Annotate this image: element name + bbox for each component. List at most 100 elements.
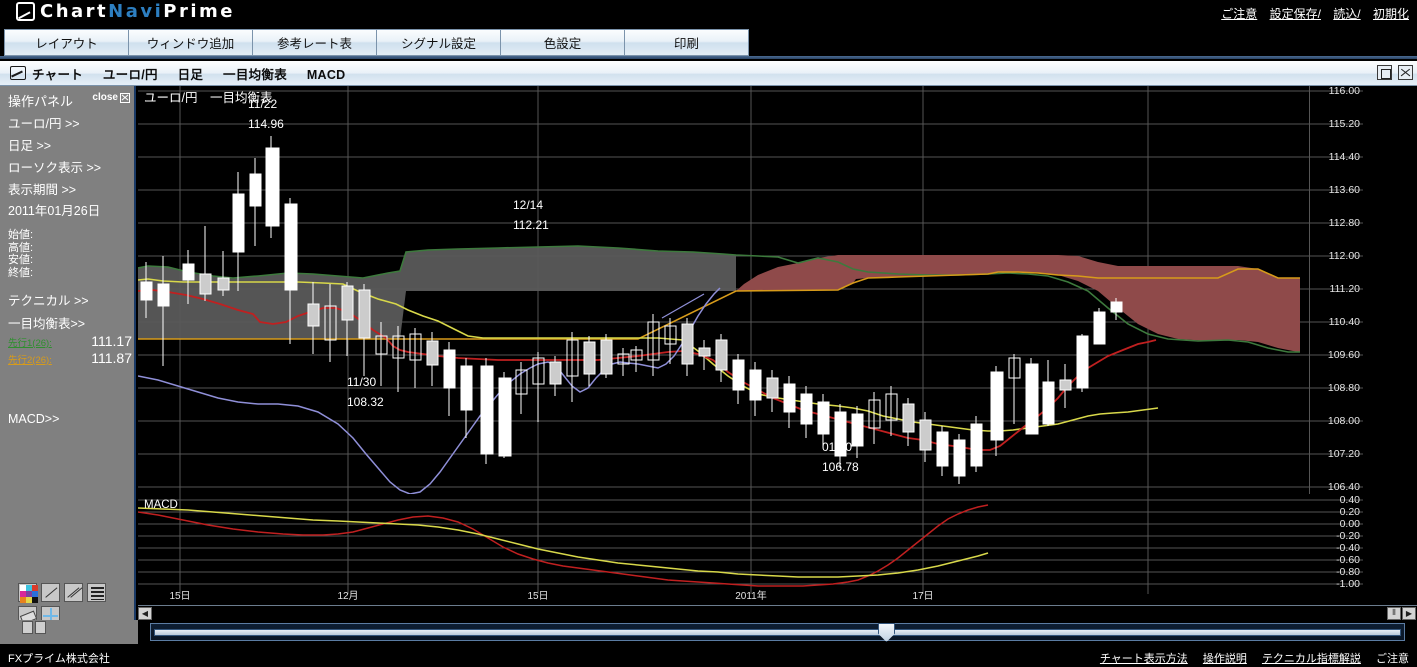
control-panel: 操作パネル ユーロ/円 >> 日足 >> ローソク表示 >> 表示期間 >> 2… [0, 86, 136, 625]
menu-button-group: レイアウト ウィンドウ追加 参考レート表 シグナル設定 色設定 印刷 [4, 29, 749, 56]
macd-tick-0: 0.40 [1339, 494, 1360, 506]
price-y-axis: 116.00 115.20 114.40 113.60 112.80 112.0… [1309, 85, 1363, 583]
x-tick-3: 2011年 [735, 591, 767, 602]
macd-chart-svg: MACD [138, 494, 1363, 604]
menu-button-layout[interactable]: レイアウト [4, 29, 128, 56]
parallel-line-tool-icon[interactable] [64, 583, 83, 602]
macd-line [138, 504, 989, 587]
y-tick-11: 107.20 [1327, 448, 1360, 460]
menu-button-color-settings[interactable]: 色設定 [500, 29, 624, 56]
brand-part-1: Chart [40, 1, 109, 22]
line-tool-icon[interactable] [41, 583, 60, 602]
scroll-resize-handle-icon[interactable]: ⦀ [1387, 606, 1401, 620]
macd-tick-4: -0.40 [1336, 542, 1360, 554]
footer-link-operation[interactable]: 操作説明 [1202, 653, 1247, 665]
bottom-scroll-strip [0, 620, 1417, 646]
top-link-load[interactable]: 読込/ [1333, 7, 1361, 21]
y-tick-4: 112.80 [1328, 217, 1360, 229]
mini-tool-2-icon[interactable] [35, 621, 46, 634]
x-tick-1: 12月 [337, 591, 359, 602]
menu-button-add-window[interactable]: ウィンドウ追加 [128, 29, 252, 56]
brand-part-3: Prime [163, 1, 235, 22]
y-tick-7: 110.40 [1328, 316, 1360, 328]
annotation-1-price: 114.96 [248, 117, 284, 131]
annotation-2-price: 112.21 [513, 218, 549, 232]
app-title: ChartNaviPrime [40, 1, 235, 22]
footer-link-caution[interactable]: ご注意 [1376, 653, 1409, 665]
x-tick-2: 15日 [527, 591, 549, 602]
title-ichimoku: 一目均衡表 [223, 67, 288, 82]
x-tick-4: 17日 [912, 591, 934, 602]
cloud-bullish [138, 246, 736, 339]
scroll-left-arrow-icon[interactable]: ◀ [138, 606, 152, 620]
macd-signal-line [138, 507, 989, 578]
top-link-reset[interactable]: 初期化 [1372, 7, 1409, 21]
ohlc-high: 高値: [8, 241, 34, 254]
chart-logo-icon [16, 2, 35, 21]
macd-y-axis: 0.40 0.20 0.00 -0.20 -0.40 -0.60 -0.80 -… [1309, 494, 1363, 604]
footer-link-chart-guide[interactable]: チャート表示方法 [1099, 653, 1188, 665]
title-chart: チャート [32, 67, 84, 82]
mini-tool-group [22, 621, 46, 634]
annotation-4-price: 106.78 [822, 460, 859, 474]
candlestick-series [140, 136, 1123, 484]
macd-tick-2: 0.00 [1339, 518, 1360, 530]
panel-close-button[interactable]: close [92, 92, 130, 103]
menu-button-rate-table[interactable]: 参考レート表 [252, 29, 376, 56]
senkou2-value: 111.87 [91, 350, 132, 366]
annotation-1-date: 11/22 [248, 97, 277, 111]
y-tick-12: 106.40 [1327, 481, 1360, 493]
panel-link-technical[interactable]: テクニカル >> [8, 294, 89, 308]
title-pair: ユーロ/円 [102, 67, 158, 82]
scroll-track[interactable] [152, 606, 1387, 620]
chart-window-titlebar: チャート ユーロ/円 日足 一目均衡表 MACD [0, 61, 1417, 86]
macd-tick-1: 0.20 [1339, 506, 1360, 518]
chart-horizontal-scrollbar[interactable]: ◀ ⦀ ▶ [138, 605, 1417, 620]
macd-tick-7: -1.00 [1336, 578, 1360, 590]
text-tool-icon[interactable] [87, 583, 106, 602]
menu-button-print[interactable]: 印刷 [624, 29, 749, 56]
ohlc-low: 安値: [8, 254, 34, 266]
close-icon[interactable] [1398, 65, 1413, 80]
maximize-icon[interactable] [1377, 65, 1392, 80]
y-tick-1: 115.20 [1328, 118, 1360, 130]
top-link-caution[interactable]: ご注意 [1221, 7, 1258, 21]
annotation-2-date: 12/14 [513, 198, 543, 212]
annotation-4-date: 01/10 [822, 440, 852, 454]
ohlc-close: 終値: [8, 266, 34, 279]
y-tick-2: 114.40 [1328, 151, 1360, 163]
macd-tick-5: -0.60 [1336, 554, 1360, 566]
menu-bar: レイアウト ウィンドウ追加 参考レート表 シグナル設定 色設定 印刷 [接続正常… [0, 29, 1417, 84]
annotation-leader-line [661, 293, 705, 319]
panel-link-period[interactable]: 表示期間 >> [8, 183, 77, 197]
menu-button-signal-settings[interactable]: シグナル設定 [376, 29, 500, 56]
y-tick-5: 112.00 [1328, 250, 1360, 262]
y-tick-6: 111.20 [1329, 283, 1360, 295]
chart-header-label: ユーロ/円 一目均衡表 [144, 91, 273, 105]
panel-link-timeframe[interactable]: 日足 >> [8, 139, 52, 153]
timeline-track[interactable] [154, 629, 1401, 636]
indicator-row-senkou1: 先行1(26): 111.17 [8, 333, 136, 349]
macd-plot[interactable]: MACD 0.40 0.20 0.00 -0.20 -0.40 -0.60 -0… [138, 494, 1363, 604]
timeline-scrollbar[interactable] [150, 623, 1405, 642]
cloud-bearish [736, 255, 1300, 352]
scroll-right-arrow-icon[interactable]: ▶ [1402, 606, 1416, 620]
timeline-thumb[interactable] [878, 623, 895, 642]
panel-link-pair[interactable]: ユーロ/円 >> [8, 117, 80, 131]
footer-company: FXプライム株式会社 [8, 653, 110, 665]
panel-link-ichimoku[interactable]: 一目均衡表>> [8, 317, 86, 331]
senkou-a-line [138, 245, 1300, 353]
panel-title: 操作パネル [8, 94, 74, 109]
chart-annotations: 11/22 114.96 12/14 112.21 11/30 108.32 0… [248, 97, 859, 474]
panel-link-candle-display[interactable]: ローソク表示 >> [8, 161, 102, 175]
senkou2-label: 先行2(26): [8, 355, 52, 366]
top-link-save[interactable]: 設定保存/ [1269, 7, 1321, 21]
footer-link-technical-guide[interactable]: テクニカル指標解説 [1261, 653, 1361, 665]
chart-window-title: チャート ユーロ/円 日足 一目均衡表 MACD [32, 64, 362, 83]
color-swatch-icon[interactable] [18, 583, 38, 603]
mini-tool-1-icon[interactable] [22, 621, 33, 634]
y-tick-3: 113.60 [1328, 184, 1360, 196]
senkou-b-line [138, 268, 1300, 340]
panel-link-macd[interactable]: MACD>> [8, 412, 60, 426]
chart-icon [10, 66, 26, 80]
